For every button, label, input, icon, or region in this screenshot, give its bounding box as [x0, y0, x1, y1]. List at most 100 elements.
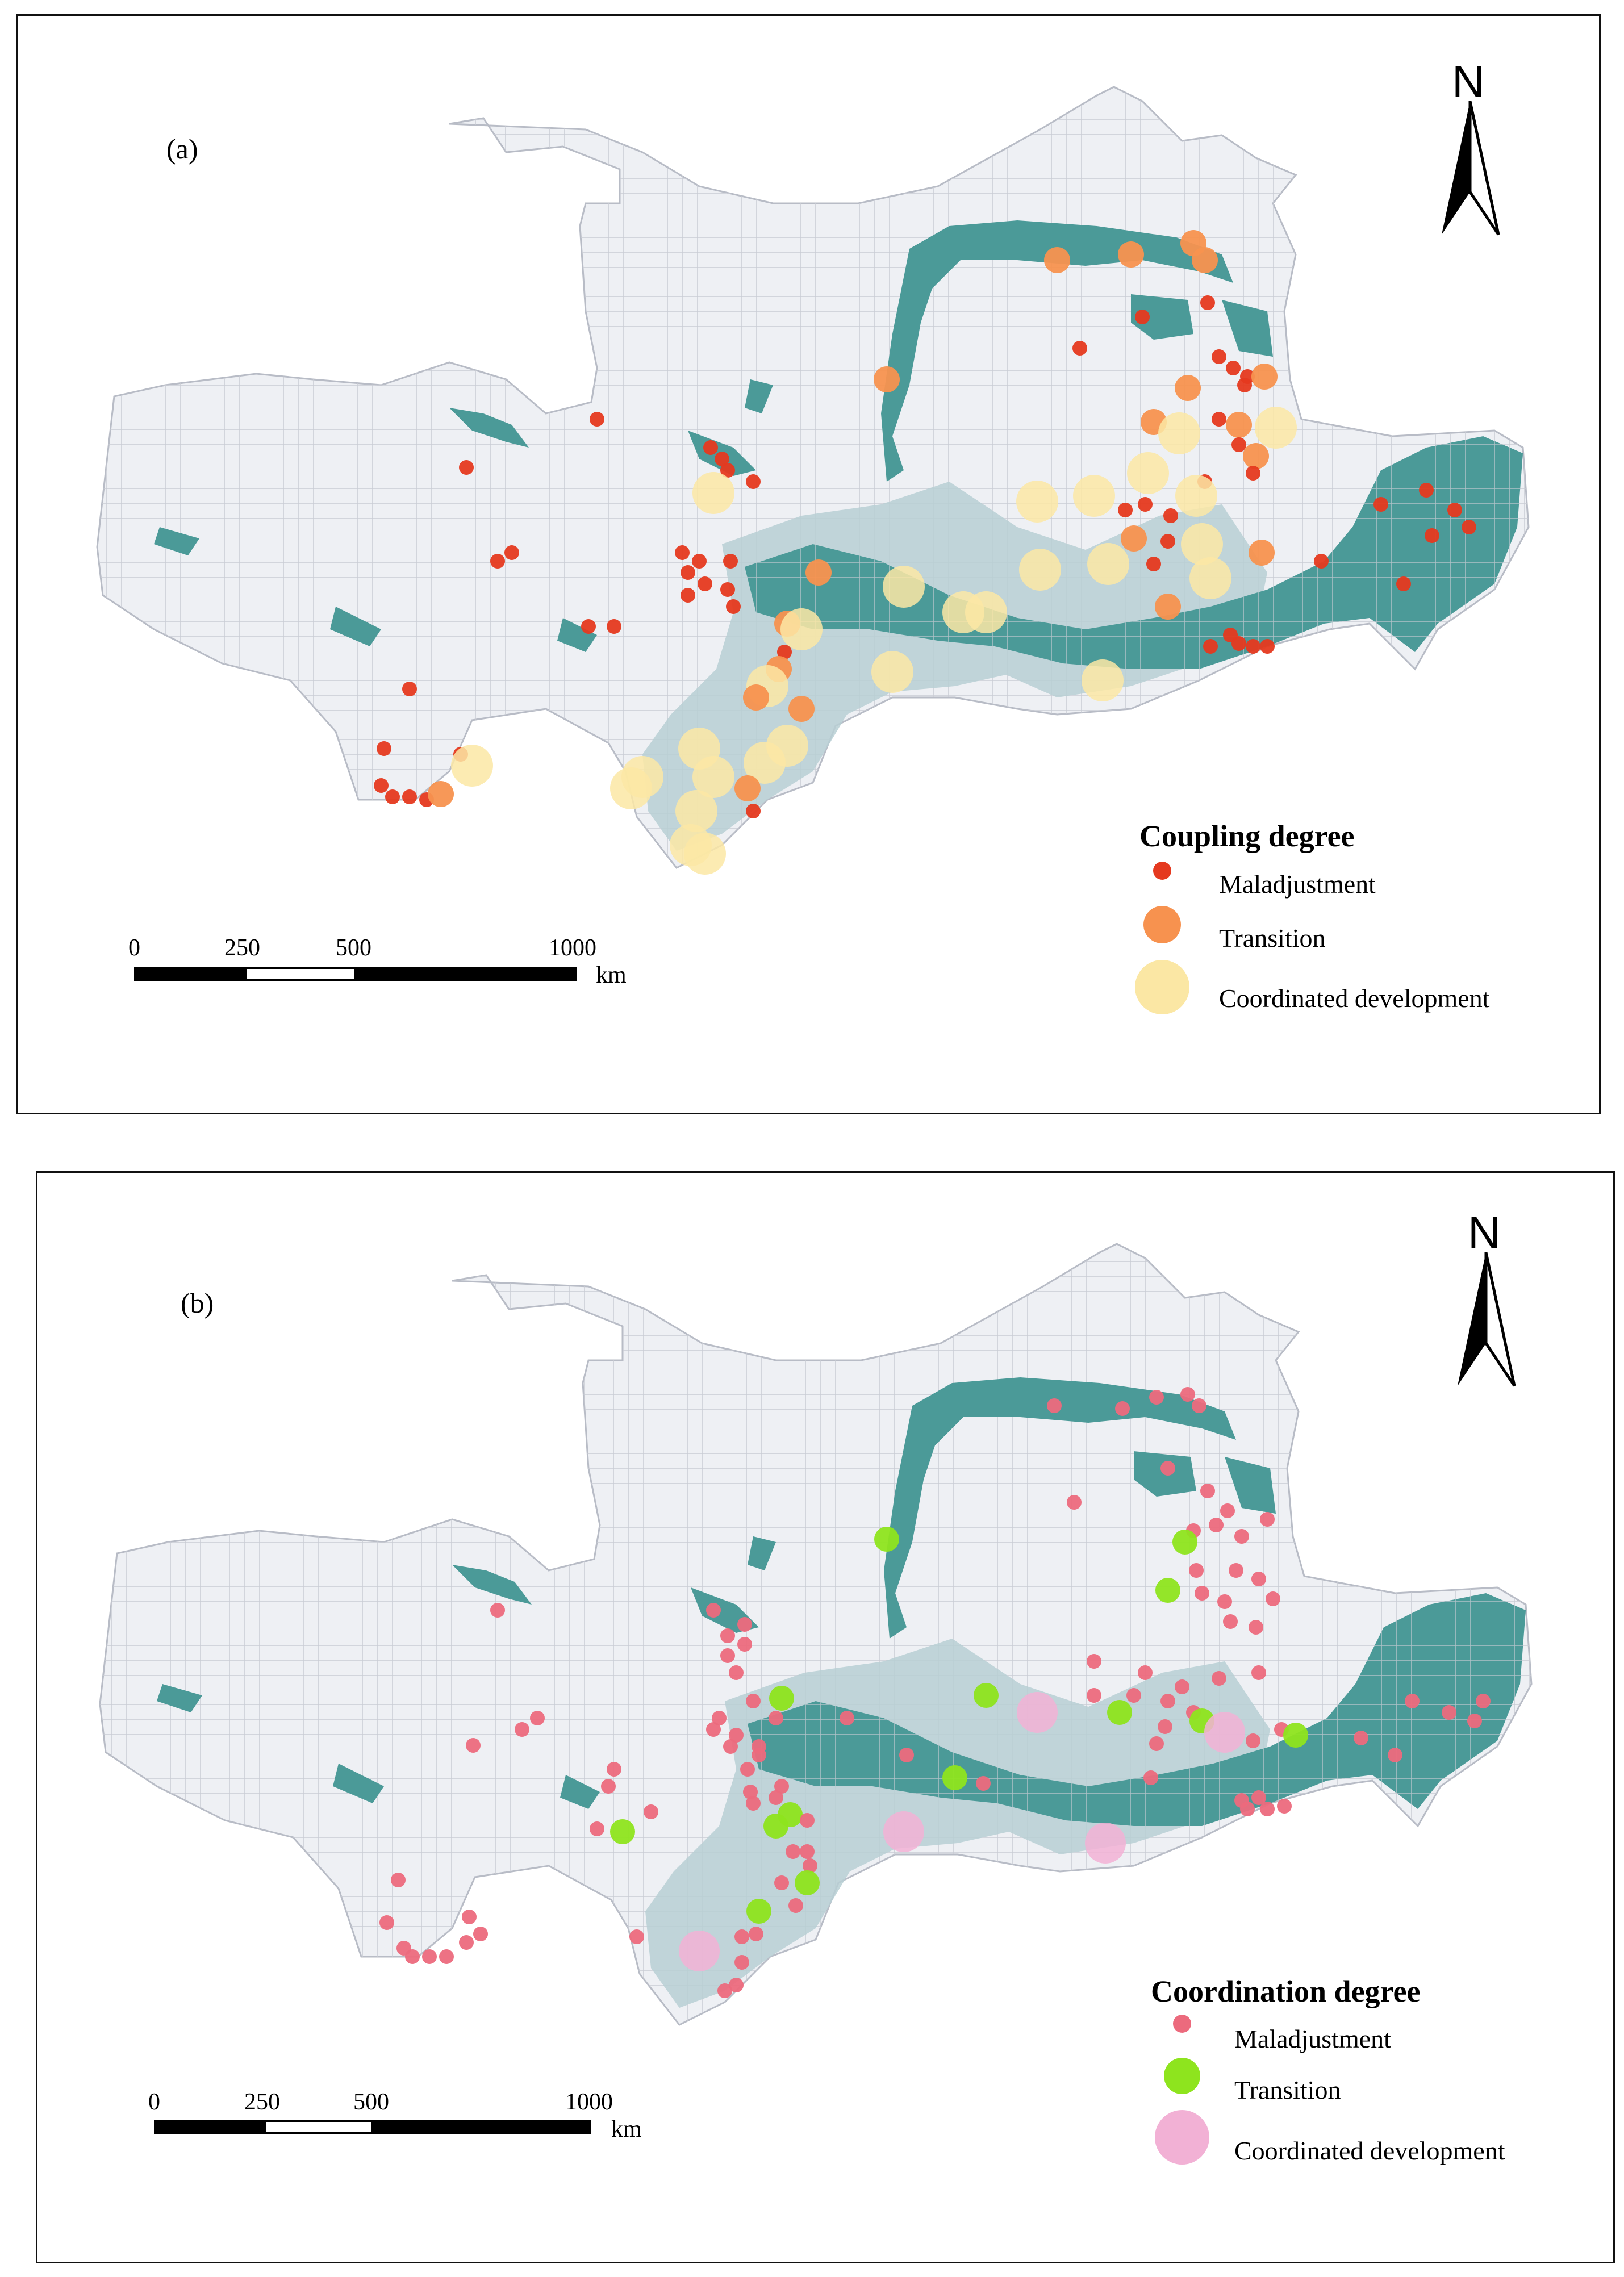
point-maladjustment: [729, 1728, 744, 1743]
legend-item-transition: Transition: [1234, 2075, 1341, 2104]
legend-symbol-coordinated: [1135, 960, 1189, 1014]
point-coordinated-development: [883, 1811, 924, 1852]
point-maladjustment: [1115, 1401, 1130, 1416]
point-maladjustment: [1067, 1495, 1082, 1510]
point-maladjustment: [720, 463, 735, 478]
point-transition: [769, 1686, 794, 1711]
point-maladjustment: [1240, 1802, 1255, 1816]
point-maladjustment: [462, 1910, 477, 1924]
scale-segment-3: [356, 967, 577, 981]
point-maladjustment: [1203, 639, 1218, 654]
point-maladjustment: [726, 599, 741, 614]
point-transition: [805, 559, 832, 586]
point-maladjustment: [729, 1665, 744, 1680]
point-maladjustment: [681, 588, 695, 603]
point-maladjustment: [734, 1929, 749, 1944]
legend-symbol-transition: [1143, 906, 1181, 943]
scale-tick-250: 250: [244, 2089, 280, 2115]
point-maladjustment: [800, 1844, 815, 1859]
point-maladjustment: [752, 1748, 766, 1762]
point-maladjustment: [515, 1722, 529, 1737]
point-maladjustment: [473, 1927, 488, 1941]
scale-tick-250: 250: [224, 935, 260, 961]
point-maladjustment: [1192, 1398, 1206, 1413]
point-transition: [874, 1527, 899, 1552]
point-maladjustment: [1087, 1688, 1101, 1703]
point-maladjustment: [1237, 378, 1252, 392]
point-maladjustment: [712, 1711, 727, 1725]
point-maladjustment: [1476, 1694, 1491, 1708]
point-maladjustment: [629, 1929, 644, 1944]
point-maladjustment: [1260, 1512, 1275, 1527]
point-transition: [1121, 525, 1147, 552]
point-maladjustment: [698, 576, 712, 591]
legend-title: Coordination degree: [1151, 1974, 1421, 2008]
point-maladjustment: [374, 778, 389, 793]
point-maladjustment: [1143, 1770, 1158, 1785]
legend-symbols: [1135, 862, 1189, 1014]
point-coordinated-development: [1175, 475, 1217, 517]
point-maladjustment: [840, 1711, 854, 1725]
point-transition: [1175, 375, 1201, 401]
point-transition: [1118, 241, 1144, 268]
legend-title: Coupling degree: [1139, 819, 1355, 853]
point-transition: [1192, 247, 1218, 273]
point-maladjustment: [1373, 497, 1388, 512]
point-maladjustment: [422, 1949, 437, 1964]
north-arrow: N: [1430, 56, 1510, 237]
point-maladjustment: [1266, 1591, 1280, 1606]
point-coordinated-development: [1127, 452, 1169, 494]
panel-label: (a): [166, 133, 198, 165]
point-coordinated-development: [451, 745, 493, 787]
north-arrow-icon: [1458, 1252, 1516, 1387]
scale-tick-1000: 1000: [565, 2089, 613, 2115]
point-maladjustment: [1160, 1694, 1175, 1708]
point-transition: [746, 1899, 771, 1924]
point-transition: [1155, 1578, 1180, 1603]
point-maladjustment: [1249, 1620, 1263, 1635]
legend-item-coordinated: Coordinated development: [1234, 2136, 1505, 2165]
point-maladjustment: [1146, 557, 1161, 571]
legend-symbol-maladjustment: [1173, 2015, 1191, 2033]
point-maladjustment: [1138, 1665, 1153, 1680]
point-maladjustment: [1467, 1714, 1482, 1728]
point-maladjustment: [439, 1949, 454, 1964]
north-letter: N: [1468, 1208, 1501, 1258]
scale-segment-2: [265, 2120, 373, 2134]
point-transition: [1243, 443, 1269, 469]
point-transition: [1172, 1530, 1197, 1555]
point-coordinated-development: [684, 833, 726, 875]
point-maladjustment: [581, 619, 596, 634]
point-maladjustment: [1388, 1748, 1402, 1762]
point-maladjustment: [644, 1804, 658, 1819]
point-coordinated-development: [692, 472, 734, 514]
legend-item-coordinated: Coordinated development: [1219, 984, 1490, 1013]
point-maladjustment: [737, 1637, 752, 1652]
point-maladjustment: [1212, 412, 1226, 427]
point-maladjustment: [803, 1858, 817, 1873]
point-maladjustment: [675, 545, 690, 560]
point-maladjustment: [1462, 520, 1476, 534]
point-transition: [1226, 412, 1252, 438]
point-maladjustment: [1229, 1563, 1243, 1578]
point-transition: [795, 1870, 820, 1895]
point-maladjustment: [1231, 437, 1246, 452]
point-coordinated-development: [1019, 549, 1061, 591]
point-maladjustment: [692, 554, 707, 569]
point-maladjustment: [1220, 1503, 1235, 1518]
point-maladjustment: [1260, 639, 1275, 654]
point-maladjustment: [769, 1711, 783, 1725]
point-maladjustment: [1246, 466, 1260, 481]
point-maladjustment: [1396, 576, 1411, 591]
point-maladjustment: [402, 682, 417, 696]
point-transition: [734, 775, 761, 801]
point-coordinated-development: [692, 756, 734, 798]
point-maladjustment: [723, 554, 738, 569]
point-maladjustment: [769, 1790, 783, 1805]
point-maladjustment: [749, 1927, 763, 1941]
point-transition: [1107, 1700, 1132, 1725]
point-maladjustment: [1118, 503, 1133, 517]
point-maladjustment: [1246, 1733, 1260, 1748]
point-maladjustment: [1138, 497, 1153, 512]
point-maladjustment: [706, 1603, 721, 1618]
